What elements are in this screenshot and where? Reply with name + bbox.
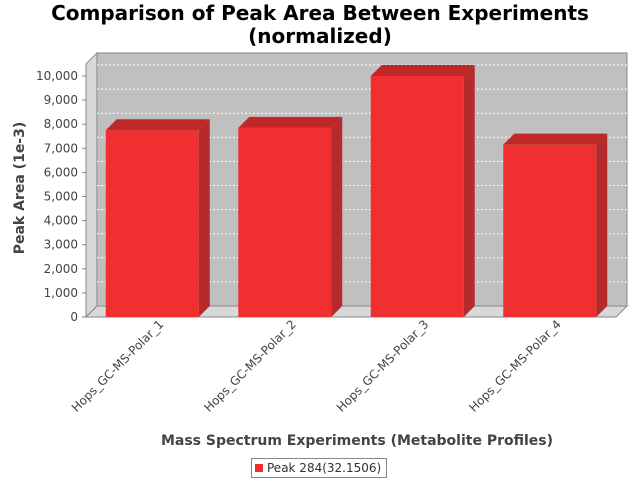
y-tick-label-7: 7,000 bbox=[44, 141, 78, 155]
x-tick-label-3: Hops_GC-MS-Polar_3 bbox=[334, 317, 432, 415]
y-tick-label-8: 8,000 bbox=[44, 117, 78, 131]
legend: Peak 284(32.1506) bbox=[251, 458, 388, 478]
bar-3 bbox=[370, 65, 475, 317]
chart-title-line-1: Comparison of Peak Area Between Experime… bbox=[51, 1, 589, 25]
legend-label: Peak 284(32.1506) bbox=[267, 461, 382, 475]
plot-left-wall bbox=[85, 51, 98, 319]
x-tick-label-2: Hops_GC-MS-Polar_2 bbox=[201, 317, 299, 415]
chart-title: Comparison of Peak Area Between Experime… bbox=[0, 2, 640, 48]
bar-top-4 bbox=[503, 133, 608, 145]
bar-side-1 bbox=[198, 119, 210, 317]
y-tick-label-9: 9,000 bbox=[44, 93, 78, 107]
y-tick-label-1: 1,000 bbox=[44, 286, 78, 300]
bar-top-2 bbox=[238, 116, 343, 128]
y-tick-label-10: 10,000 bbox=[36, 69, 78, 83]
bar-front-2 bbox=[238, 127, 332, 317]
x-tick-label-1: Hops_GC-MS-Polar_1 bbox=[69, 317, 167, 415]
y-tick-label-2: 2,000 bbox=[44, 262, 78, 276]
bars bbox=[105, 65, 608, 317]
bar-front-1 bbox=[105, 130, 199, 317]
bar-4 bbox=[503, 133, 608, 317]
bar-2 bbox=[238, 116, 343, 317]
x-axis-title: Mass Spectrum Experiments (Metabolite Pr… bbox=[161, 433, 553, 449]
y-tick-label-4: 4,000 bbox=[44, 214, 78, 228]
bar-side-3 bbox=[463, 65, 475, 317]
y-tick-label-6: 6,000 bbox=[44, 165, 78, 179]
bar-front-4 bbox=[503, 144, 597, 317]
x-tick-label-4: Hops_GC-MS-Polar_4 bbox=[466, 317, 564, 415]
bar-side-2 bbox=[331, 116, 343, 317]
bar-top-1 bbox=[105, 119, 210, 131]
x-tick-labels: Hops_GC-MS-Polar_1 Hops_GC-MS-Polar_2 Hops… bbox=[69, 317, 564, 415]
chart-title-line-2: (normalized) bbox=[248, 24, 392, 48]
y-tick-labels: 0 1,000 2,000 3,000 4,000 5,000 6,000 7,000 8,00… bbox=[36, 69, 78, 324]
y-tick-label-0: 0 bbox=[70, 310, 78, 324]
bar-1 bbox=[105, 119, 210, 317]
bar-side-4 bbox=[596, 133, 608, 317]
bar-front-3 bbox=[370, 76, 464, 317]
axes bbox=[82, 63, 87, 318]
y-tick-label-3: 3,000 bbox=[44, 238, 78, 252]
bar-top-3 bbox=[370, 65, 475, 76]
legend-swatch bbox=[255, 464, 263, 472]
y-axis-title: Peak Area (1e-3) bbox=[12, 122, 28, 255]
y-tick-label-5: 5,000 bbox=[44, 190, 78, 204]
